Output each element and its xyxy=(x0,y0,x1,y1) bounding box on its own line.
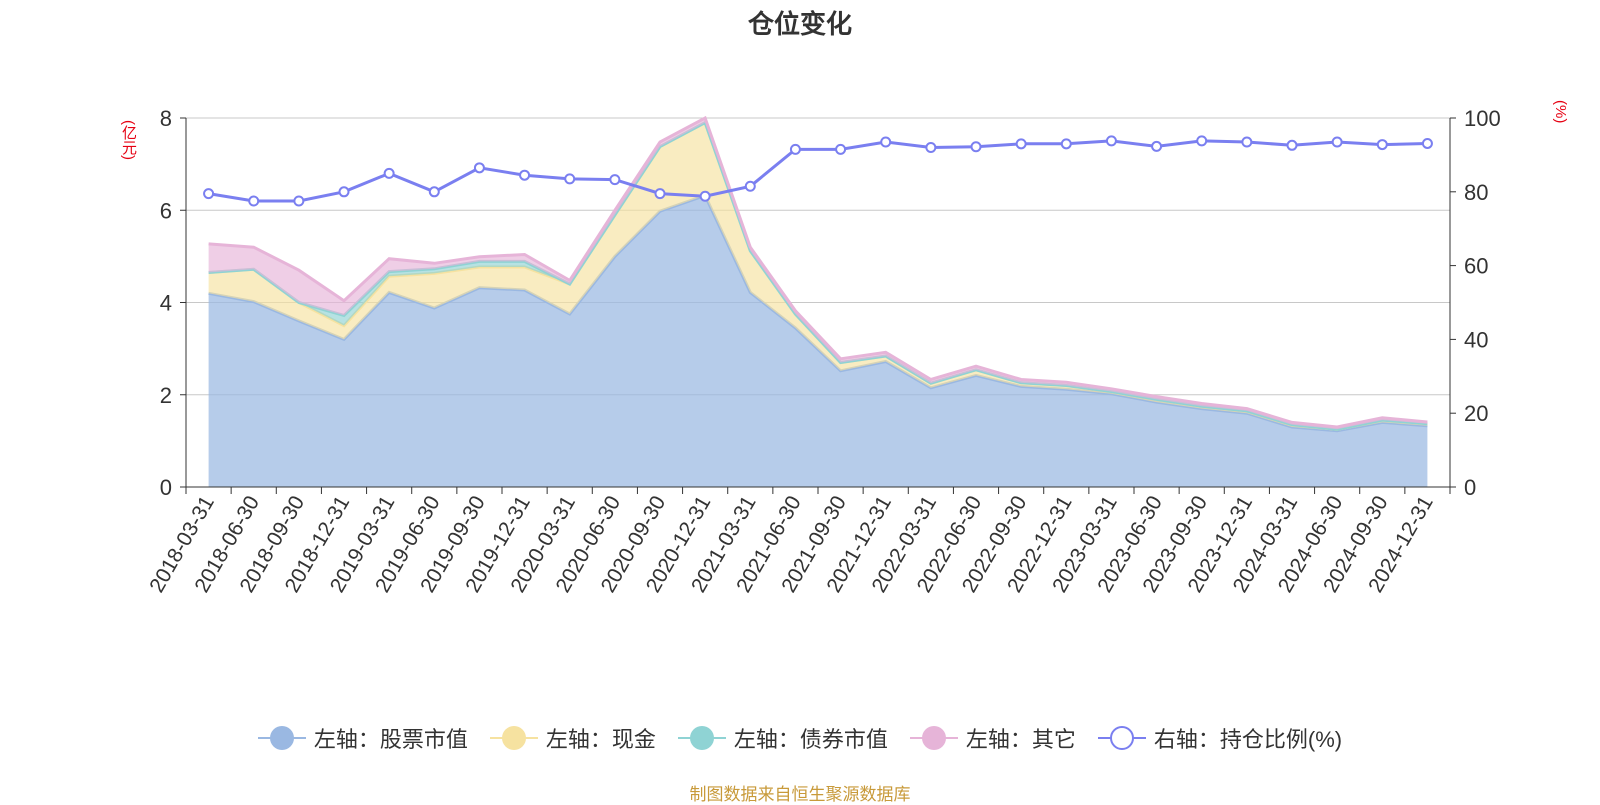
y-left-tick-label: 0 xyxy=(160,475,172,500)
ratio-point xyxy=(519,169,531,181)
y-right-tick-label: 100 xyxy=(1464,106,1501,131)
ratio-point xyxy=(248,195,260,207)
y-left-axis-unit: (亿元) xyxy=(120,120,137,160)
ratio-point xyxy=(1060,138,1072,150)
y-left-tick-label: 8 xyxy=(160,106,172,131)
ratio-line xyxy=(208,139,1428,203)
ratio-point xyxy=(744,180,756,192)
y-right-tick-label: 40 xyxy=(1464,327,1488,352)
legend-label-ratio: 右轴：持仓比例(%) xyxy=(1153,727,1343,752)
legend-label-stock: 左轴：股票市值 xyxy=(313,727,468,752)
ratio-point xyxy=(1105,135,1117,147)
chart-legend: 左轴：股票市值 左轴：现金 左轴：债券市值 左轴：其它 右轴：持仓比例(%) xyxy=(0,722,1600,754)
area-line-other xyxy=(208,115,1428,429)
y-right-axis-unit: (%) xyxy=(1552,100,1569,124)
ratio-point xyxy=(1241,136,1253,148)
legend-swatch-cash xyxy=(489,726,538,750)
ratio-point xyxy=(925,142,937,154)
ratio-point xyxy=(338,186,350,198)
ratio-point xyxy=(1376,139,1388,151)
y-left-tick-label: 2 xyxy=(160,383,172,408)
y-right-tick-label: 0 xyxy=(1464,475,1476,500)
legend-swatch-bond xyxy=(677,726,726,750)
legend-label-other: 左轴：其它 xyxy=(965,727,1076,752)
legend-item-other[interactable]: 左轴：其它 xyxy=(909,722,1076,754)
legend-label-bond: 左轴：债券市值 xyxy=(733,727,888,752)
y-right-tick-label: 20 xyxy=(1464,401,1488,426)
y-left-tick-label: 6 xyxy=(160,198,172,223)
y-right-tick-label: 80 xyxy=(1464,180,1488,205)
ratio-point xyxy=(699,190,711,202)
ratio-point xyxy=(1331,136,1343,148)
ratio-point xyxy=(789,143,801,155)
legend-item-bond[interactable]: 左轴：债券市值 xyxy=(677,722,888,754)
ratio-point xyxy=(1421,137,1433,149)
y-left-tick-label: 4 xyxy=(160,291,172,316)
area-cash xyxy=(208,122,1428,431)
legend-item-cash[interactable]: 左轴：现金 xyxy=(489,722,656,754)
ratio-point xyxy=(383,167,395,179)
legend-item-stock[interactable]: 左轴：股票市值 xyxy=(257,722,468,754)
legend-swatch-ratio xyxy=(1097,726,1146,750)
ratio-point xyxy=(970,141,982,153)
ratio-point xyxy=(654,188,666,200)
legend-item-ratio[interactable]: 右轴：持仓比例(%) xyxy=(1097,722,1343,754)
chart-plot: 024680204060801002018-03-312018-06-30201… xyxy=(145,106,1501,597)
ratio-point xyxy=(473,162,485,174)
ratio-point xyxy=(880,136,892,148)
source-note: 制图数据来自恒生聚源数据库 xyxy=(689,785,911,804)
ratio-point xyxy=(835,143,847,155)
ratio-point xyxy=(1151,140,1163,152)
ratio-point xyxy=(1015,138,1027,150)
y-right-tick-label: 60 xyxy=(1464,254,1488,279)
ratio-point xyxy=(609,174,621,186)
ratio-point xyxy=(1286,139,1298,151)
legend-swatch-other xyxy=(909,726,958,750)
legend-label-cash: 左轴：现金 xyxy=(545,727,656,752)
ratio-point xyxy=(428,186,440,198)
ratio-point xyxy=(564,173,576,185)
chart-title: 仓位变化 xyxy=(747,9,852,39)
ratio-point xyxy=(1196,135,1208,147)
area-stock xyxy=(208,195,1428,487)
ratio-point xyxy=(293,195,305,207)
legend-swatch-stock xyxy=(257,726,306,750)
ratio-point xyxy=(203,188,215,200)
